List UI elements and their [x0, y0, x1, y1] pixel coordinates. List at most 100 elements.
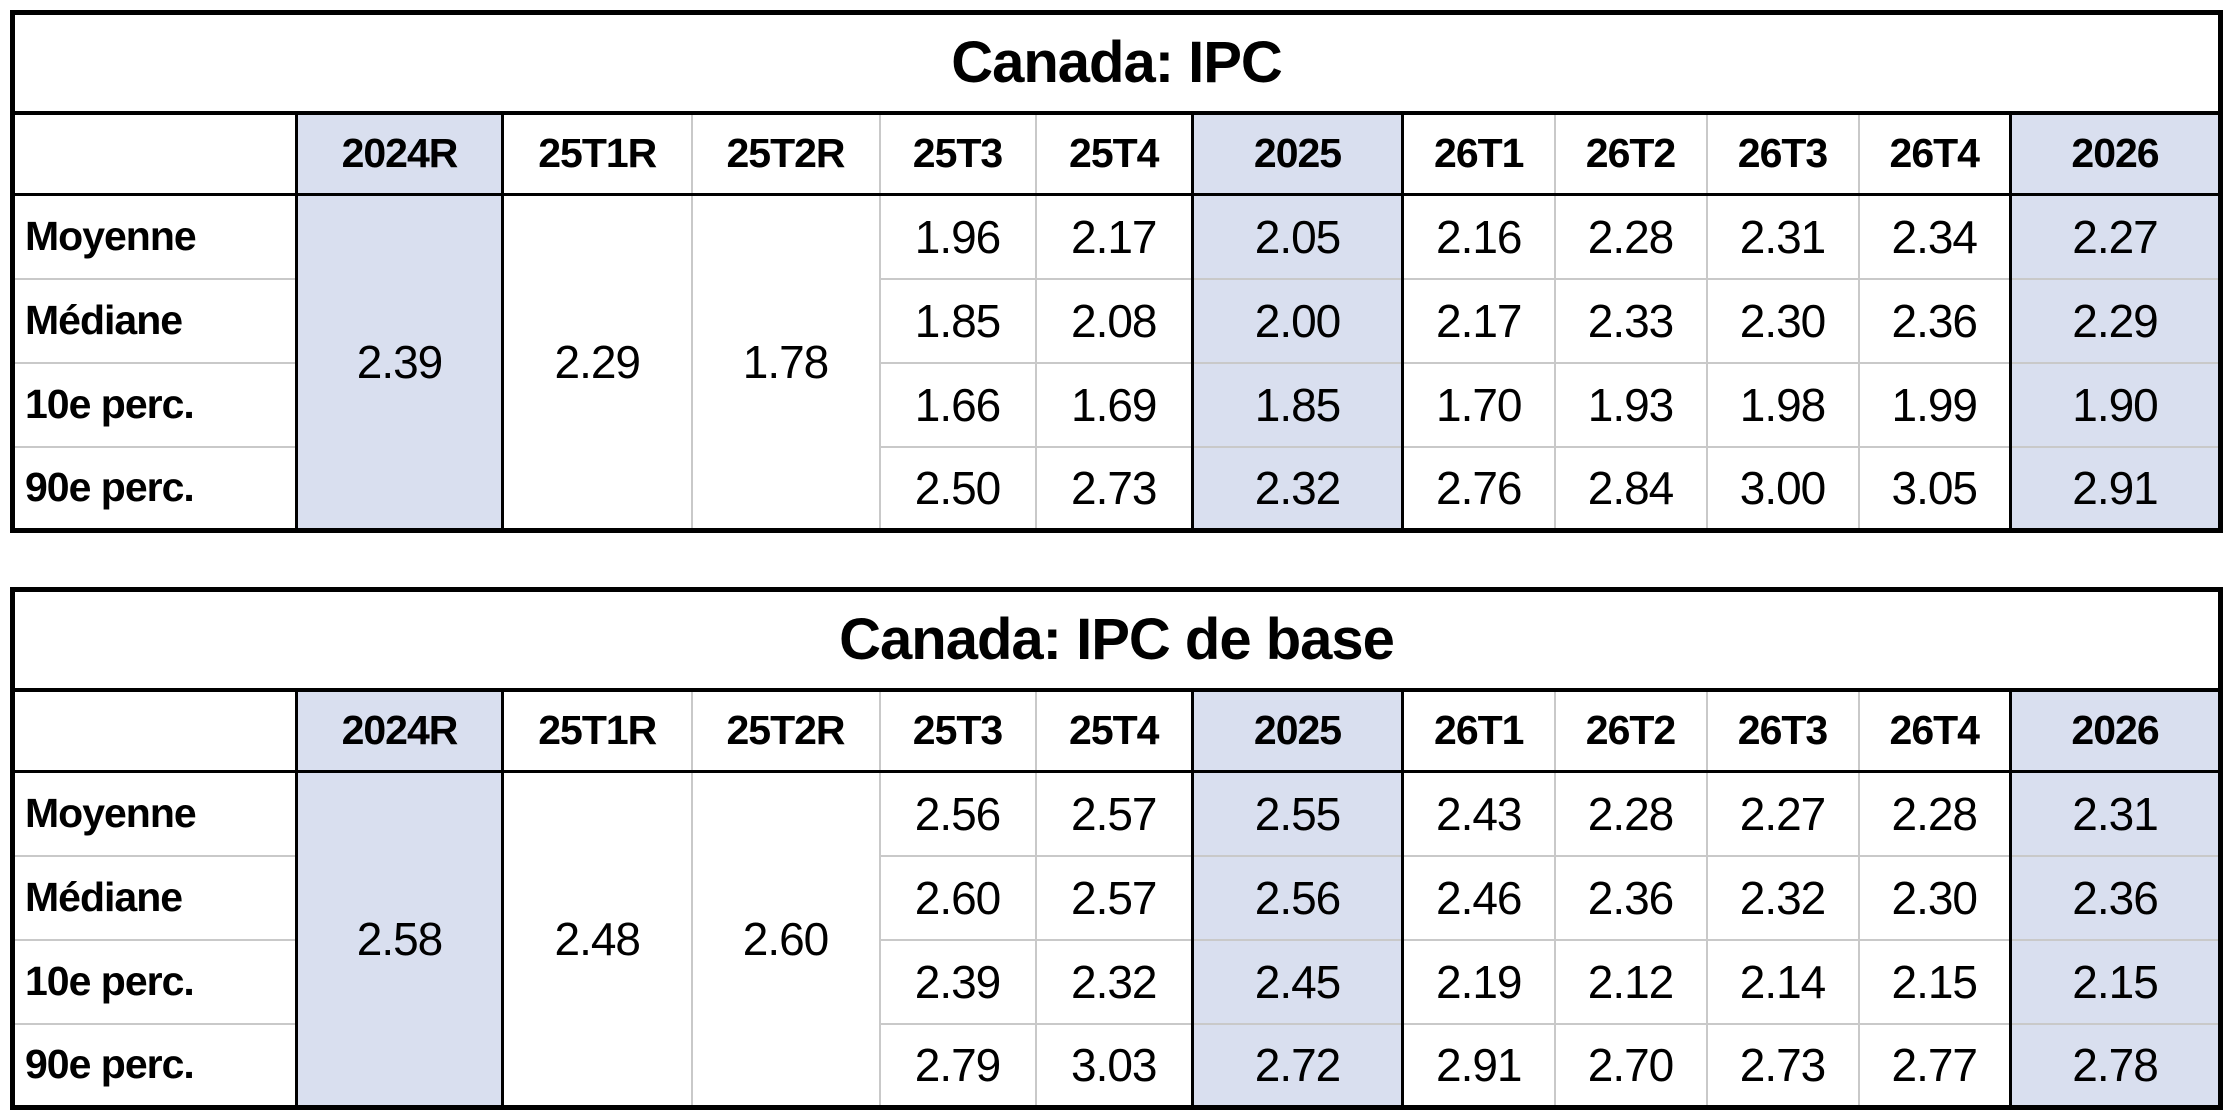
value-cell: 2.31: [2008, 771, 2221, 856]
table-row: Moyenne 2.39 2.29 1.78 1.96 2.17 2.05 2.16 2.28 2…: [12, 194, 2221, 531]
value-cell: 2.30: [1857, 854, 2011, 940]
value-cell: 2.78: [2008, 1022, 2221, 1108]
value-cell: 2.28: [1553, 194, 1707, 279]
value-cell: 2.27: [1705, 771, 1859, 856]
row-label: 10e perc.: [12, 938, 298, 1024]
value-cell: 1.99: [1857, 361, 2011, 447]
row-label: Médiane: [12, 854, 298, 940]
row-label: Médiane: [12, 277, 298, 363]
row-label: 90e perc.: [12, 445, 298, 531]
row-label: Moyenne: [12, 771, 298, 856]
value-cell: 2.60: [878, 854, 1036, 940]
table-row: Médiane 2.60 2.57 2.56 2.46 2.36 2.32 2.30 2.36: [12, 854, 2221, 940]
value-cell: 2.19: [1401, 938, 1555, 1024]
value-cell: 3.00: [1705, 445, 1859, 531]
value-cell: 2.30: [1705, 277, 1859, 363]
column-header-cell: 2024R: [295, 112, 504, 196]
column-header-cell: 25T1R: [502, 112, 692, 196]
value-cell: 2.15: [1857, 938, 2011, 1024]
merged-history-cell: 2.29: [554, 336, 641, 388]
row-label: Moyenne: [12, 194, 298, 279]
merged-history-cell: 2.39: [295, 194, 504, 531]
value-cell: 2.00: [1191, 277, 1404, 363]
row-label: 10e perc.: [12, 361, 298, 447]
column-header-row: 2024R 25T1R 25T2R 25T3 25T4 2025 26T1 26T2 26T3 2…: [12, 689, 2221, 773]
row-label: 90e perc.: [12, 1022, 298, 1108]
column-header-cell: 26T1: [1401, 689, 1555, 773]
column-header-cell: 25T3: [878, 689, 1036, 773]
column-header-cell: 26T1: [1401, 112, 1555, 196]
value-cell: 2.57: [1034, 771, 1193, 856]
value-cell: 2.32: [1191, 445, 1404, 531]
value-cell: 2.29: [2008, 277, 2221, 363]
corner-header-cell: [12, 112, 297, 196]
value-cell: 2.55: [1191, 771, 1404, 856]
value-cell: 1.93: [1553, 361, 1707, 447]
value-cell: 2.91: [1401, 1022, 1555, 1108]
value-cell: 2.16: [1401, 194, 1555, 279]
table-row: 10e perc. 1.66 1.69 1.85 1.70 1.93 1.98 1.99 1.9…: [12, 361, 2221, 447]
value-cell: 1.90: [2008, 361, 2221, 447]
column-header-cell: 25T2R: [690, 689, 880, 773]
value-cell: 1.96: [878, 194, 1036, 279]
value-cell: 2.36: [2008, 854, 2221, 940]
table-title: Canada: IPC de base: [12, 589, 2221, 692]
value-cell: 2.28: [1553, 771, 1707, 856]
value-cell: 3.05: [1857, 445, 2011, 531]
value-cell: 2.70: [1553, 1022, 1707, 1108]
value-cell: 2.32: [1034, 938, 1193, 1024]
value-cell: 3.03: [1034, 1022, 1193, 1108]
value-cell: 2.45: [1191, 938, 1404, 1024]
column-header-cell: 25T2R: [690, 112, 880, 196]
value-cell: 2.15: [2008, 938, 2221, 1024]
value-cell: 2.27: [2008, 194, 2221, 279]
value-cell: 2.56: [878, 771, 1036, 856]
corner-header-cell: [12, 689, 297, 773]
value-cell: 2.73: [1705, 1022, 1859, 1108]
value-cell: 2.08: [1034, 277, 1193, 363]
value-cell: 2.43: [1401, 771, 1555, 856]
column-header-cell: 26T3: [1705, 689, 1859, 773]
value-cell: 1.85: [878, 277, 1036, 363]
value-cell: 2.05: [1191, 194, 1404, 279]
column-header-cell: 2025: [1191, 689, 1404, 773]
column-header-cell: 26T2: [1553, 689, 1707, 773]
value-cell: 2.17: [1034, 194, 1193, 279]
value-cell: 2.46: [1401, 854, 1555, 940]
table-row: 90e perc. 2.50 2.73 2.32 2.76 2.84 3.00 3.05 2.9…: [12, 445, 2221, 531]
value-cell: 2.73: [1034, 445, 1193, 531]
column-header-cell: 26T4: [1857, 112, 2011, 196]
column-header-cell: 2026: [2008, 689, 2221, 773]
value-cell: 1.98: [1705, 361, 1859, 447]
merged-history-cell: 1.78: [690, 194, 880, 531]
value-cell: 2.84: [1553, 445, 1707, 531]
value-cell: 2.34: [1857, 194, 2011, 279]
column-header-cell: 2025: [1191, 112, 1404, 196]
value-cell: 2.32: [1705, 854, 1859, 940]
value-cell: 2.31: [1705, 194, 1859, 279]
value-cell: 2.72: [1191, 1022, 1404, 1108]
column-header-cell: 26T2: [1553, 112, 1707, 196]
merged-history-cell: 2.58: [295, 771, 504, 1108]
value-cell: 2.39: [878, 938, 1036, 1024]
value-cell: 2.76: [1401, 445, 1555, 531]
table-row: Moyenne 2.58 2.48 2.60 2.56 2.57 2.55 2.43 2.28 2…: [12, 771, 2221, 1108]
value-cell: 2.17: [1401, 277, 1555, 363]
value-cell: 2.79: [878, 1022, 1036, 1108]
value-cell: 2.36: [1857, 277, 2011, 363]
value-cell: 2.14: [1705, 938, 1859, 1024]
column-header-cell: 26T3: [1705, 112, 1859, 196]
column-header-cell: 2026: [2008, 112, 2221, 196]
value-cell: 1.66: [878, 361, 1036, 447]
table-title-row: Canada: IPC de base: [12, 589, 2221, 692]
merged-history-cell: 2.60: [690, 771, 880, 1108]
column-header-row: 2024R 25T1R 25T2R 25T3 25T4 2025 26T1 26T2 26T3 2…: [12, 112, 2221, 196]
table-row: 90e perc. 2.79 3.03 2.72 2.91 2.70 2.73 2.77 2.7…: [12, 1022, 2221, 1108]
merged-history-cell: 2.48: [554, 913, 641, 965]
value-cell: 2.28: [1857, 771, 2011, 856]
column-header-cell: 26T4: [1857, 689, 2011, 773]
column-header-cell: 25T4: [1034, 112, 1193, 196]
value-cell: 1.85: [1191, 361, 1404, 447]
value-cell: 2.91: [2008, 445, 2221, 531]
